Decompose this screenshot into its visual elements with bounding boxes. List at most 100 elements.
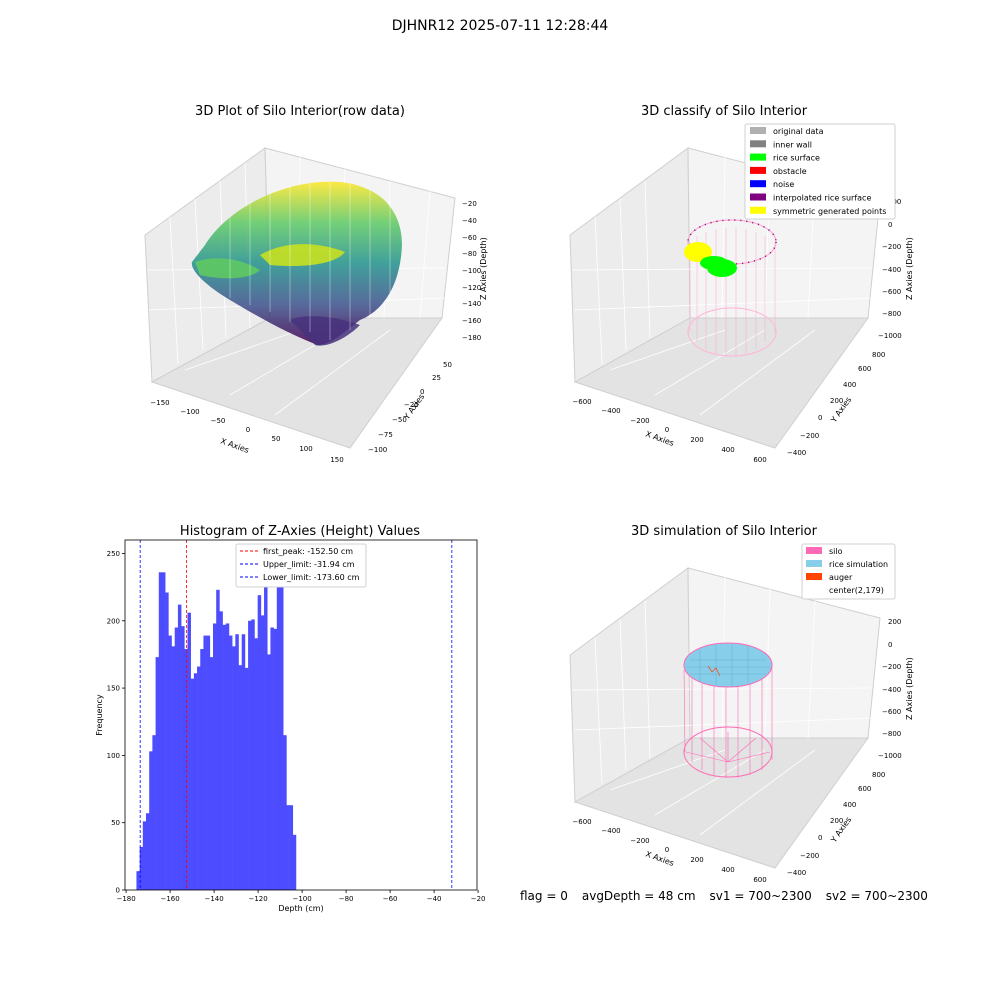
raw-z-tick: −140 [462,300,481,308]
simulation-y-tick: −200 [800,852,819,860]
histogram-bar [244,667,249,890]
legend-label: first_peak: -152.50 cm [263,547,353,556]
legend-swatch [750,140,766,148]
histogram-bar [149,751,153,890]
legend-label: auger [829,573,853,582]
simulation-x-tick: −400 [601,827,620,835]
raw-y-tick: −100 [368,446,387,454]
simulation-z-tick: −200 [882,663,901,671]
histogram-bar [200,649,204,890]
classify-y-tick: 400 [843,381,856,389]
raw-x-label: X Axies [219,436,250,455]
histogram-x-tick: −100 [292,895,311,903]
histogram-x-tick: −180 [116,895,135,903]
raw-y-tick: −25 [404,401,419,409]
classify-x-tick: 200 [690,436,703,444]
raw-z-tick: −80 [462,250,477,258]
histogram-bar [152,735,156,890]
classify-y-tick: 0 [818,414,822,422]
legend-label: rice surface [773,154,820,163]
classify-plot-title: 3D classify of Silo Interior [640,104,808,119]
raw-z-tick: −180 [462,334,481,342]
classify-x-tick: 0 [665,426,669,434]
simulation-x-tick: 0 [665,846,669,854]
legend-swatch [750,180,766,188]
histogram-bars [136,557,297,890]
legend-swatch [750,127,766,134]
histogram-bar [254,638,258,890]
histogram-bar [273,628,278,890]
histogram-x-ticks: −180 −160 −140 −120 −100 −80 −60 −40 −20 [116,890,485,903]
histogram-axes: −180 −160 −140 −120 −100 −80 −60 −40 −20 0 50 100 1… [107,539,485,903]
histogram-bar [187,612,191,890]
sv1-value: sv1 = 700~2300 [709,889,812,903]
histogram-title: Histogram of Z-Axies (Height) Values [179,524,421,539]
classify-z-tick: −200 [882,243,901,251]
histogram-bar [168,635,172,890]
sv2-value: sv2 = 700~2300 [825,889,928,903]
raw-x-tick: −150 [150,399,169,407]
classify-y-tick: 600 [858,365,871,373]
histogram-bar [270,627,274,890]
histogram-x-tick: −80 [339,895,354,903]
raw-z-tick: −20 [462,200,477,208]
histogram-x-tick: −40 [427,895,442,903]
histogram-bar [238,665,243,890]
histogram-bar [142,821,147,890]
histogram-bar [251,619,255,890]
histogram-bar [232,646,236,890]
simulation-3d-axes [569,567,881,869]
simulation-z-label: Z Axies (Depth) [905,657,914,720]
legend-swatch [750,153,766,161]
histogram-bar [213,623,217,890]
classify-z-tick: −1000 [878,332,902,340]
histogram-bar [193,673,198,890]
legend-swatch [806,573,822,580]
classify-x-tick: −200 [630,417,649,425]
raw-x-tick: 150 [330,456,343,464]
histogram-bar [283,735,287,890]
simulation-z-tick: −800 [882,730,901,738]
histogram-x-tick: −160 [160,895,179,903]
simulation-rice-surface [683,642,773,688]
histogram-bar [184,649,188,890]
raw-y-tick: 50 [443,361,452,369]
legend-label: interpolated rice surface [773,194,871,203]
simulation-z-tick: 200 [888,618,901,626]
classify-x-tick: 400 [721,446,734,454]
classify-x-label: X Axies [644,429,675,448]
legend-label: rice simulation [829,560,888,569]
simulation-x-tick: 200 [690,856,703,864]
classify-legend: original data inner wall rice surface obsta… [744,123,896,220]
histogram-bar [286,805,290,890]
histogram-bar [279,573,284,890]
histogram-y-tick: 200 [107,617,120,625]
legend-label: Lower_limit: -173.60 cm [263,573,360,582]
raw-plot-title: 3D Plot of Silo Interior(row data) [195,104,405,119]
raw-z-label: Z Axies (Depth) [479,237,488,300]
histogram-bar [219,611,223,890]
simulation-axis-ticks: −600 −400 −200 0 200 400 600 −400 −200 0… [572,618,901,884]
raw-z-tick: −120 [462,284,481,292]
histogram-bar [165,592,169,890]
flag-value: flag = 0 [520,889,568,903]
histogram-bar [146,813,150,890]
histogram-bar [289,805,294,890]
simulation-y-tick: 400 [843,801,856,809]
histogram-bar [171,646,176,890]
figure-title: DJHNR12 2025-07-11 12:28:44 [391,18,609,34]
histogram-bar [174,627,179,890]
histogram-x-tick: −20 [471,895,486,903]
simulation-x-tick: 400 [721,866,734,874]
legend-swatch [750,166,766,174]
histogram-y-tick: 250 [107,550,120,558]
legend-swatch [806,560,822,567]
classify-z-tick: 0 [888,221,892,229]
raw-x-tick: 0 [246,426,250,434]
histogram-bar [203,635,207,890]
histogram-x-tick: −120 [248,895,267,903]
simulation-z-tick: −600 [882,708,901,716]
legend-label: Upper_limit: -31.94 cm [263,560,355,569]
histogram-bar [241,634,246,890]
